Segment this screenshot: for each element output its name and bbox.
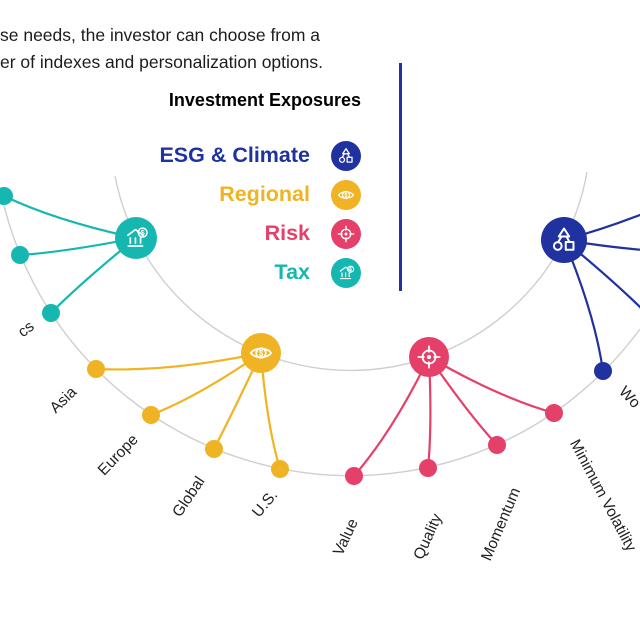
legend-title: Investment Exposures — [168, 90, 361, 110]
legend-label-esg-climate: ESG & Climate — [159, 143, 310, 167]
label-value: Value — [330, 516, 362, 558]
label-momentum: Momentum — [478, 485, 524, 563]
legend-label-regional: Regional — [219, 182, 310, 206]
legend-icon-tax — [331, 257, 361, 288]
label-global: Global — [169, 474, 208, 521]
node-tax-0 — [0, 187, 13, 205]
node-momentum — [488, 436, 506, 454]
intro-text: se needs, the investor can choose from a… — [0, 22, 323, 76]
inner-arc — [114, 171, 588, 372]
node-cs — [42, 304, 60, 322]
label-europe: Europe — [95, 431, 142, 479]
label-u-s: U.S. — [249, 487, 281, 521]
legend-icon-regional — [331, 179, 361, 210]
label-quality: Quality — [411, 511, 446, 562]
spoke-risk-0 — [353, 356, 430, 477]
node-asia — [87, 360, 105, 378]
legend-icon-esg-climate — [331, 140, 361, 171]
node-quality — [419, 459, 437, 477]
hub-esg-climate — [541, 217, 587, 263]
node-global — [205, 440, 223, 458]
label-asia: Asia — [47, 383, 81, 416]
node-minimum-volatility — [545, 404, 563, 422]
legend-label-risk: Risk — [264, 221, 310, 245]
intro-line-2: er of indexes and personalization option… — [0, 52, 323, 72]
legend-row-regional: Regional — [100, 175, 361, 214]
node-europe — [142, 406, 160, 424]
legend-row-tax: Tax — [100, 253, 361, 292]
legend-rows: ESG & Climate Regional Risk Tax — [100, 136, 361, 292]
legend-row-risk: Risk — [100, 214, 361, 253]
spoke-regional-0 — [95, 351, 262, 371]
label-cs: cs — [15, 318, 38, 341]
legend: Investment Exposures ESG & Climate Regio… — [100, 90, 361, 292]
node-u-s — [271, 460, 289, 478]
legend-divider-line — [399, 63, 402, 291]
legend-icon-risk — [331, 218, 361, 249]
label-minimum-volatility: Minimum Volatility — [566, 437, 639, 555]
legend-label-tax: Tax — [274, 260, 310, 284]
node-value — [345, 467, 363, 485]
legend-row-esg-climate: ESG & Climate — [100, 136, 361, 175]
node-wo — [594, 362, 612, 380]
label-wo: Wo — [615, 383, 640, 411]
intro-line-1: se needs, the investor can choose from a — [0, 25, 321, 45]
node-tax-1 — [11, 246, 29, 264]
